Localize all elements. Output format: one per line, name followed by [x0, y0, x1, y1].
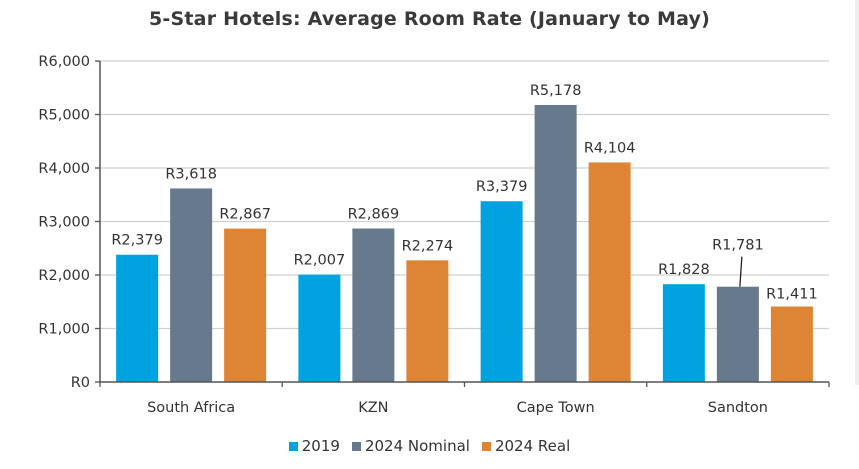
- y-tick-label: R3,000: [38, 215, 90, 231]
- data-label: R2,869: [348, 207, 400, 223]
- legend-item: 2024 Nominal: [351, 437, 470, 455]
- legend-label: 2024 Nominal: [364, 437, 470, 455]
- bar: [534, 104, 577, 383]
- bar: [588, 162, 631, 382]
- panel-border: [855, 0, 859, 385]
- bar: [298, 274, 341, 382]
- data-label: R1,781: [712, 238, 764, 254]
- data-label: R2,379: [111, 233, 163, 249]
- legend-label: 2019: [301, 437, 340, 455]
- data-label: R5,178: [530, 83, 582, 99]
- legend-item: 2019: [288, 437, 340, 455]
- bar: [662, 284, 705, 382]
- x-category-label: Cape Town: [517, 400, 595, 416]
- bar: [170, 188, 213, 382]
- y-tick-label: R6,000: [38, 54, 90, 70]
- x-category-label: KZN: [358, 400, 388, 416]
- axes: R0 R1,000 R2,000 R3,000 R4,000 R5,000 R6,000 So…: [38, 54, 830, 416]
- x-category-label: South Africa: [147, 400, 235, 416]
- legend-swatch: [351, 441, 361, 451]
- legend-swatch: [481, 441, 491, 451]
- y-tick-label: R0: [71, 375, 90, 391]
- data-label: R1,411: [766, 287, 818, 303]
- bar: [770, 306, 813, 382]
- x-category-label: Sandton: [708, 400, 768, 416]
- bars: [116, 104, 813, 383]
- data-label: R3,618: [165, 166, 217, 182]
- bar: [480, 201, 523, 382]
- chart-title: 5-Star Hotels: Average Room Rate (Januar…: [149, 8, 710, 30]
- bar: [352, 228, 395, 382]
- leader-line: [739, 256, 743, 287]
- bar: [406, 260, 449, 382]
- legend-label: 2024 Real: [494, 437, 571, 455]
- data-label: R2,274: [402, 238, 454, 254]
- legend-swatch: [288, 441, 298, 451]
- gridlines: [100, 60, 829, 330]
- y-tick-label: R2,000: [38, 268, 90, 284]
- legend: 2019 2024 Nominal 2024 Real: [0, 437, 859, 455]
- y-tick-label: R5,000: [38, 108, 90, 124]
- data-label: R2,867: [219, 207, 271, 223]
- legend-item: 2024 Real: [481, 437, 571, 455]
- y-tick-label: R1,000: [38, 322, 90, 338]
- bar: [224, 228, 267, 382]
- data-label: R1,828: [658, 262, 710, 278]
- data-label: R2,007: [294, 253, 346, 269]
- bar: [716, 286, 759, 382]
- data-label: R4,104: [584, 140, 636, 156]
- y-tick-label: R4,000: [38, 161, 90, 177]
- bar: [116, 254, 159, 382]
- data-label: R3,379: [476, 179, 528, 195]
